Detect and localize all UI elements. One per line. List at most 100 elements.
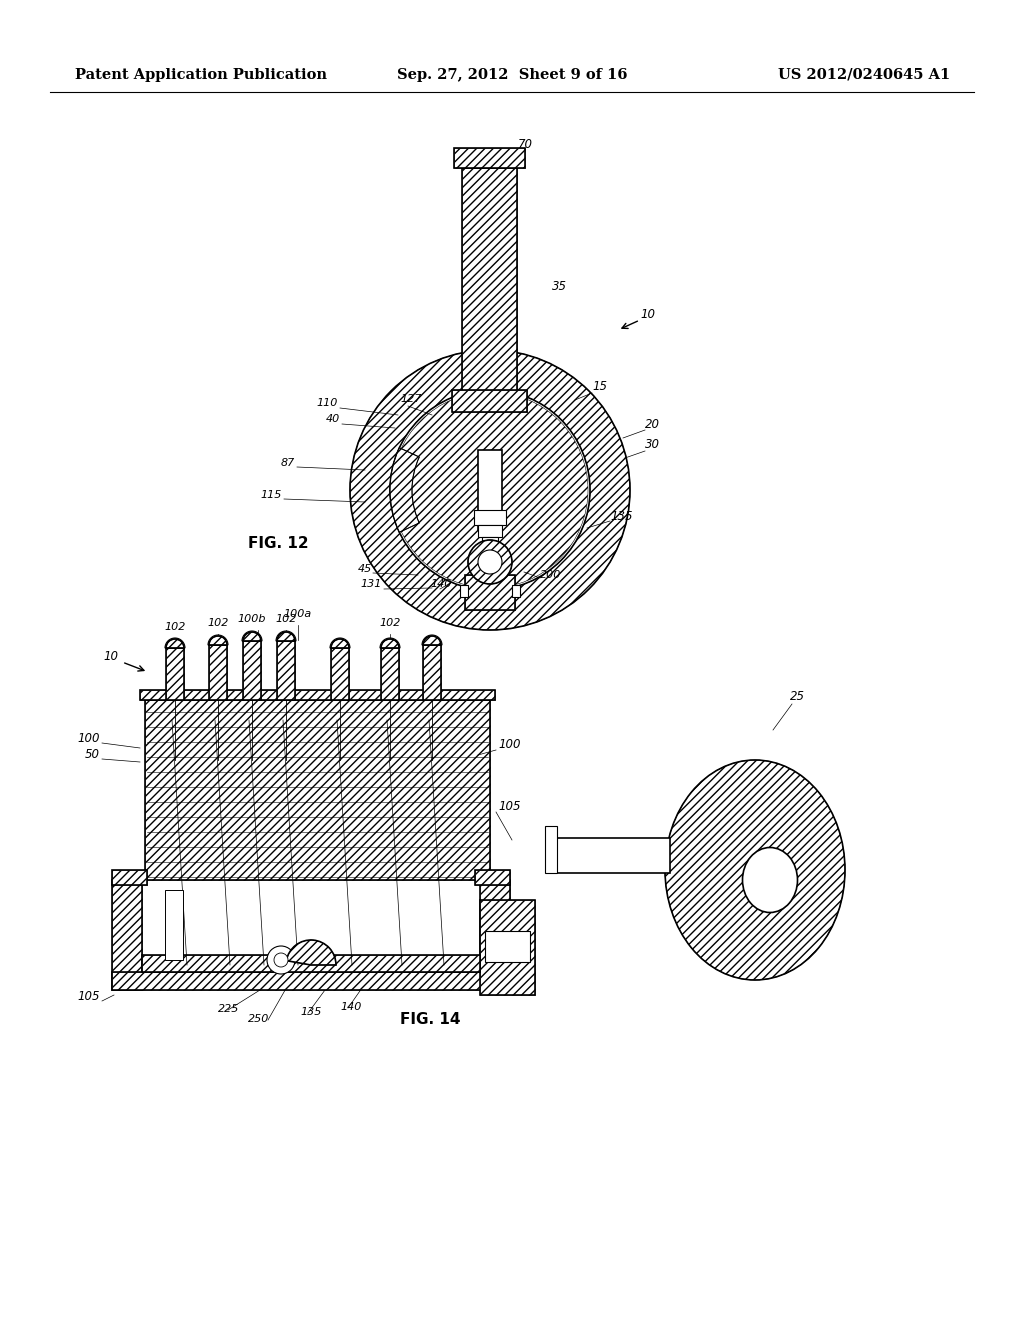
Ellipse shape [665, 760, 845, 979]
Bar [475, 870, 510, 884]
Bar [381, 648, 399, 700]
Bar [166, 648, 184, 700]
Bar [465, 576, 515, 610]
Text: 30: 30 [645, 438, 660, 451]
Bar [423, 645, 441, 700]
Bar [462, 168, 517, 400]
Text: 102: 102 [275, 614, 297, 624]
Wedge shape [276, 631, 296, 642]
Text: 200: 200 [540, 570, 561, 579]
Wedge shape [381, 639, 399, 648]
Bar [550, 838, 670, 873]
Bar [331, 648, 349, 700]
Text: 90: 90 [492, 577, 506, 587]
Bar [480, 880, 510, 990]
Text: 100a: 100a [284, 609, 312, 619]
Bar [423, 645, 441, 700]
Bar [243, 642, 261, 700]
Wedge shape [166, 639, 184, 648]
Text: Sep. 27, 2012  Sheet 9 of 16: Sep. 27, 2012 Sheet 9 of 16 [396, 69, 628, 82]
Text: 135: 135 [300, 1007, 322, 1016]
Bar [452, 389, 527, 412]
Bar [112, 870, 147, 884]
Bar [112, 870, 147, 884]
Wedge shape [468, 540, 512, 583]
Wedge shape [165, 638, 185, 648]
Text: FIG. 12: FIG. 12 [248, 536, 308, 550]
Bar [454, 148, 525, 168]
Bar [478, 525, 502, 537]
Text: 100b: 100b [238, 614, 266, 624]
Bar [112, 972, 510, 990]
Bar [480, 880, 510, 990]
Wedge shape [242, 631, 262, 642]
Bar [465, 576, 515, 610]
Text: 105: 105 [78, 990, 100, 1003]
Text: 100: 100 [498, 738, 520, 751]
Text: US 2012/0240645 A1: US 2012/0240645 A1 [778, 69, 950, 82]
Circle shape [267, 946, 295, 974]
Wedge shape [331, 639, 349, 648]
Bar [112, 880, 142, 990]
Text: 40: 40 [326, 414, 340, 424]
Wedge shape [287, 940, 336, 965]
Text: 15: 15 [592, 380, 607, 393]
Text: 100: 100 [78, 733, 100, 744]
Bar [474, 510, 506, 525]
Text: 135: 135 [610, 510, 633, 523]
Bar [278, 642, 295, 700]
Bar [243, 642, 261, 700]
Bar [166, 648, 184, 700]
Bar [454, 148, 525, 168]
Text: Patent Application Publication: Patent Application Publication [75, 69, 327, 82]
Text: 25: 25 [790, 690, 805, 704]
Wedge shape [208, 635, 228, 645]
Bar [512, 585, 520, 597]
Bar [165, 890, 183, 960]
Wedge shape [390, 447, 419, 532]
Text: 110: 110 [316, 399, 338, 408]
Wedge shape [209, 636, 227, 645]
Wedge shape [423, 636, 441, 645]
Circle shape [478, 550, 502, 574]
Circle shape [274, 953, 288, 968]
Text: 50: 50 [85, 748, 100, 762]
Text: 115: 115 [261, 490, 282, 500]
Text: 35: 35 [552, 280, 567, 293]
Text: 225: 225 [218, 1005, 240, 1014]
Text: 10: 10 [103, 649, 118, 663]
Bar [142, 954, 480, 972]
Ellipse shape [742, 847, 798, 912]
Text: 70: 70 [518, 139, 534, 150]
Text: 131: 131 [360, 579, 382, 589]
Text: FIG. 14: FIG. 14 [400, 1012, 461, 1027]
Bar [142, 954, 480, 972]
Bar [478, 450, 502, 531]
Wedge shape [422, 635, 442, 645]
Bar [112, 880, 142, 990]
Circle shape [390, 389, 590, 590]
Bar [209, 645, 227, 700]
Bar [482, 537, 498, 546]
Bar [381, 648, 399, 700]
Bar [480, 900, 535, 995]
Bar [452, 389, 527, 412]
Wedge shape [380, 638, 400, 648]
Text: 10: 10 [640, 308, 655, 321]
Bar [145, 700, 490, 880]
Text: 140: 140 [430, 579, 452, 589]
Text: 45: 45 [357, 564, 372, 574]
Bar [480, 900, 535, 995]
Text: 250: 250 [248, 1014, 269, 1024]
Wedge shape [243, 632, 261, 642]
Text: 87: 87 [281, 458, 295, 469]
Bar [331, 648, 349, 700]
Bar [112, 972, 510, 990]
Text: 102: 102 [164, 622, 185, 632]
Bar [475, 870, 510, 884]
Bar [460, 585, 468, 597]
Wedge shape [330, 638, 350, 648]
Wedge shape [278, 632, 295, 642]
Circle shape [350, 350, 630, 630]
Bar [278, 642, 295, 700]
